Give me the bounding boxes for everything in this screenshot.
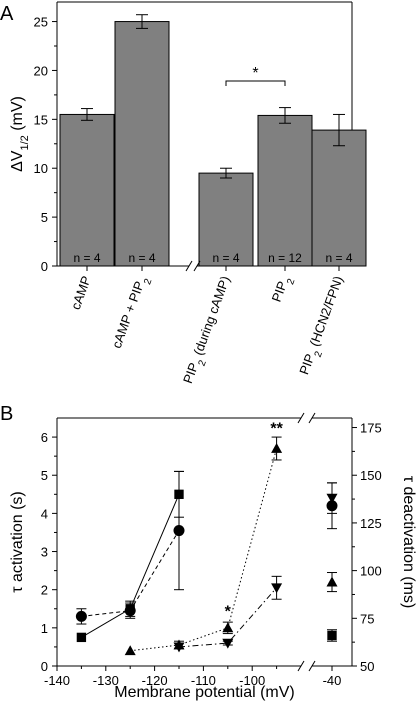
significance-label: *: [252, 65, 258, 82]
bar-category-label-part: PIP: [296, 352, 317, 377]
circle-marker: [124, 605, 136, 617]
x-tick-label: -100: [239, 673, 265, 688]
y-left-tick-label: 1: [41, 621, 48, 636]
y-left-tick-label: 0: [41, 659, 48, 674]
axis-break-mark: [297, 660, 305, 672]
bar-category-label-part: 2: [285, 277, 297, 286]
bar-category-label: cAMP + PIP2: [109, 273, 154, 352]
y-axis-label-part: 1/2: [19, 135, 31, 150]
y-right-axis-label: τ deactivation (ms): [400, 476, 416, 609]
bar-category-label-part: cAMP: [68, 274, 94, 312]
y-right-tick-label: 175: [360, 421, 382, 436]
series-line: [130, 448, 278, 652]
panel-letter-a: A: [0, 3, 14, 25]
circle-marker: [75, 610, 87, 622]
x-tick-label: -120: [142, 673, 168, 688]
x-tick-label: -40: [323, 673, 342, 688]
bar-category-label-part: 2: [312, 349, 324, 358]
triangle-up-marker: [326, 576, 338, 587]
triangle-down-marker: [326, 493, 338, 504]
y-right-tick-label: 150: [360, 468, 382, 483]
x-tick-label: -130: [93, 673, 119, 688]
significance-label: **: [270, 420, 283, 437]
y-tick-label: 25: [34, 15, 48, 30]
bar-n-label: n = 4: [128, 251, 155, 265]
bar-category-label-part: 2: [142, 277, 154, 286]
y-left-tick-label: 2: [41, 583, 48, 598]
y-left-tick-label: 3: [41, 545, 48, 560]
axis-break-mark: [308, 660, 316, 672]
square-marker: [327, 630, 337, 641]
bar-category-label: PIP2: [269, 273, 297, 305]
axis-break-mark: [185, 260, 193, 272]
bar-category-label: PIP2 (during cAMP): [180, 274, 238, 387]
y-left-axis-label: τ activation (s): [9, 491, 26, 592]
bar: [59, 113, 115, 267]
triangle-down-marker: [222, 638, 234, 649]
bar-n-label: n = 4: [73, 251, 100, 265]
x-axis-label: Membrane potential (mV): [114, 684, 295, 701]
bar-category-label-part: (HCN2/FPN): [305, 274, 346, 352]
axis-break-mark: [308, 412, 316, 424]
bar-category-label-part: PIP: [269, 279, 290, 304]
circle-marker: [173, 525, 185, 537]
bar: [257, 114, 313, 267]
y-tick-label: 15: [34, 112, 48, 127]
bar-n-label: n = 12: [268, 251, 302, 265]
y-axis-label: ΔV1/2 (mV): [9, 96, 31, 172]
triangle-up-marker: [124, 645, 136, 656]
triangle-down-marker: [173, 642, 185, 653]
bar: [114, 21, 170, 267]
bar: [311, 129, 367, 267]
bar-category-label-part: (during cAMP): [189, 274, 233, 361]
axis-break-mark: [193, 260, 201, 272]
x-tick-label: -110: [191, 673, 216, 688]
panel-letter-b: B: [0, 403, 13, 425]
bar-category-label-part: PIP: [180, 361, 201, 386]
bar-category-label: cAMP: [68, 274, 94, 312]
bar-category-label: PIP2 (HCN2/FPN): [296, 274, 351, 379]
y-tick-label: 5: [41, 210, 48, 225]
significance-label: *: [225, 603, 232, 620]
triangle-down-marker: [271, 583, 283, 594]
y-tick-label: 0: [41, 259, 48, 274]
y-right-tick-label: 75: [360, 611, 374, 626]
bar-n-label: n = 4: [325, 251, 352, 265]
y-tick-label: 10: [34, 161, 48, 176]
y-axis-label-part: ΔV: [9, 150, 26, 172]
y-left-tick-label: 5: [41, 468, 48, 483]
triangle-up-marker: [271, 443, 283, 453]
x-tick-label: -140: [44, 673, 70, 688]
panel-a-bar-chart: A 0 5 10 15 20 25 ΔV1/2 (mV) n = 4 cAMP n = 4 cAMP …: [0, 1, 367, 387]
y-right-tick-label: 100: [360, 564, 382, 579]
bar-category-label-part: cAMP + PIP: [109, 279, 147, 350]
bar-n-label: n = 4: [212, 251, 239, 265]
y-tick-label: 20: [34, 63, 48, 78]
significance-bracket: [225, 80, 286, 86]
y-axis-label-part: (mV): [9, 96, 26, 135]
triangle-up-marker: [222, 622, 234, 633]
y-right-tick-label: 50: [360, 659, 374, 674]
bar-category-label-part: 2: [196, 358, 208, 367]
y-left-tick-label: 6: [41, 430, 48, 445]
y-left-tick-label: 4: [41, 506, 48, 521]
y-right-tick-label: 125: [360, 516, 382, 531]
axis-break-mark: [297, 412, 305, 424]
square-marker: [76, 632, 87, 643]
panel-b-scatter-chart: B 0 1 2 3 4 5 6 50 75 100 125 150 175 -140 -130 -120 -110…: [0, 403, 416, 701]
series-line: [178, 587, 277, 648]
